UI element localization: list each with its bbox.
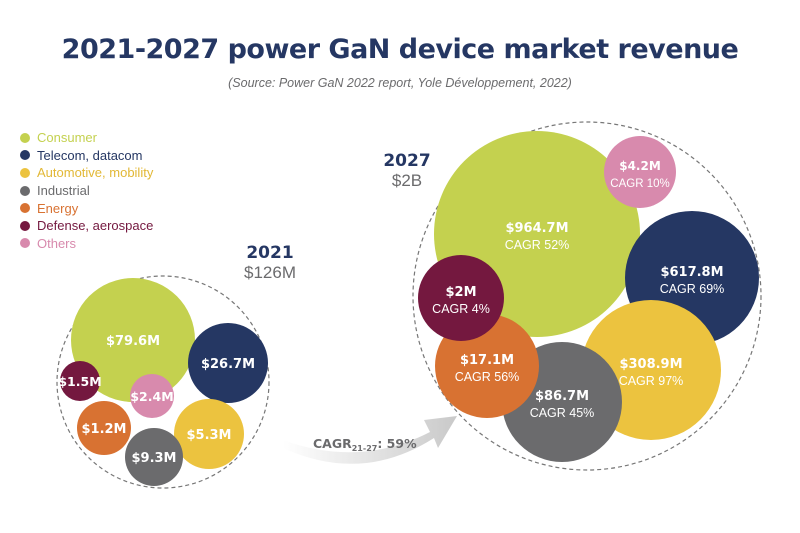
bubble-2021-defense xyxy=(60,361,100,401)
chart-title: 2021-2027 power GaN device market revenu… xyxy=(61,34,739,65)
bubble-value: $1.2M xyxy=(81,422,126,437)
legend-item: Telecom, datacom xyxy=(20,147,153,165)
bubble-value: $2M xyxy=(445,285,476,300)
bubble-cagr: CAGR 10% xyxy=(610,178,669,190)
total-2021-outline xyxy=(56,275,270,489)
year-total: $2B xyxy=(392,171,422,190)
year-label: 2021 xyxy=(246,243,293,263)
bubble-value: $79.6M xyxy=(106,334,160,349)
legend-label: Consumer xyxy=(37,130,97,146)
legend: Consumer Telecom, datacom Automotive, mobi… xyxy=(20,129,153,252)
legend-item: Others xyxy=(20,235,153,253)
legend-swatch xyxy=(20,167,30,178)
legend-swatch xyxy=(20,203,30,214)
legend-label: Industrial xyxy=(37,183,90,199)
legend-label: Others xyxy=(37,235,77,251)
bubble-cagr: CAGR 69% xyxy=(660,282,725,296)
bubble-value: $617.8M xyxy=(660,265,723,280)
legend-swatch xyxy=(20,220,30,231)
bubble-value: $9.3M xyxy=(131,451,176,466)
legend-label: Telecom, datacom xyxy=(37,147,143,163)
bubble-2021-automotive xyxy=(174,399,244,469)
legend-item: Automotive, mobility xyxy=(20,164,153,182)
bubble-2021-energy xyxy=(77,401,131,455)
bubble-2027-defense xyxy=(418,255,504,341)
bubble-2027-others xyxy=(604,136,676,208)
legend-swatch xyxy=(20,185,30,196)
bubble-cagr: CAGR 97% xyxy=(619,374,684,388)
year-label: 2027 xyxy=(383,151,430,171)
bubble-cagr: CAGR 45% xyxy=(530,406,595,420)
legend-item: Energy xyxy=(20,199,153,217)
chart-subtitle: (Source: Power GaN 2022 report, Yole Dév… xyxy=(228,76,572,90)
bubble-2021-others xyxy=(130,374,174,418)
legend-item: Defense, aerospace xyxy=(20,217,153,235)
legend-swatch xyxy=(20,150,30,161)
legend-label: Automotive, mobility xyxy=(37,165,154,181)
bubble-cagr: CAGR 4% xyxy=(432,302,490,316)
bubble-value: $308.9M xyxy=(619,357,682,372)
legend-item: Consumer xyxy=(20,129,153,147)
year-total: $126M xyxy=(244,263,296,282)
bubble-value: $4.2M xyxy=(619,159,661,173)
bubble-2021-consumer xyxy=(71,278,195,402)
legend-item: Industrial xyxy=(20,182,153,200)
legend-swatch xyxy=(20,238,30,249)
bubble-cagr: CAGR 56% xyxy=(455,370,520,384)
bubble-value: $2.4M xyxy=(130,389,173,404)
bubble-cagr: CAGR 52% xyxy=(505,238,570,252)
total-2027-outline xyxy=(412,121,762,471)
growth-arrow xyxy=(283,416,457,464)
legend-label: Energy xyxy=(37,200,79,216)
legend-label: Defense, aerospace xyxy=(37,218,154,234)
bubble-value: $26.7M xyxy=(201,357,255,372)
bubble-2021-industrial xyxy=(125,428,183,486)
legend-swatch xyxy=(20,132,30,143)
bubble-value: $5.3M xyxy=(186,428,231,443)
bubble-value: $1.5M xyxy=(58,374,101,389)
bubble-2021-telecom xyxy=(188,323,268,403)
bubble-value: $964.7M xyxy=(505,221,568,236)
bubble-value: $17.1M xyxy=(460,353,514,368)
overall-cagr: CAGR21-27: 59% xyxy=(313,436,417,453)
bubble-value: $86.7M xyxy=(535,389,589,404)
